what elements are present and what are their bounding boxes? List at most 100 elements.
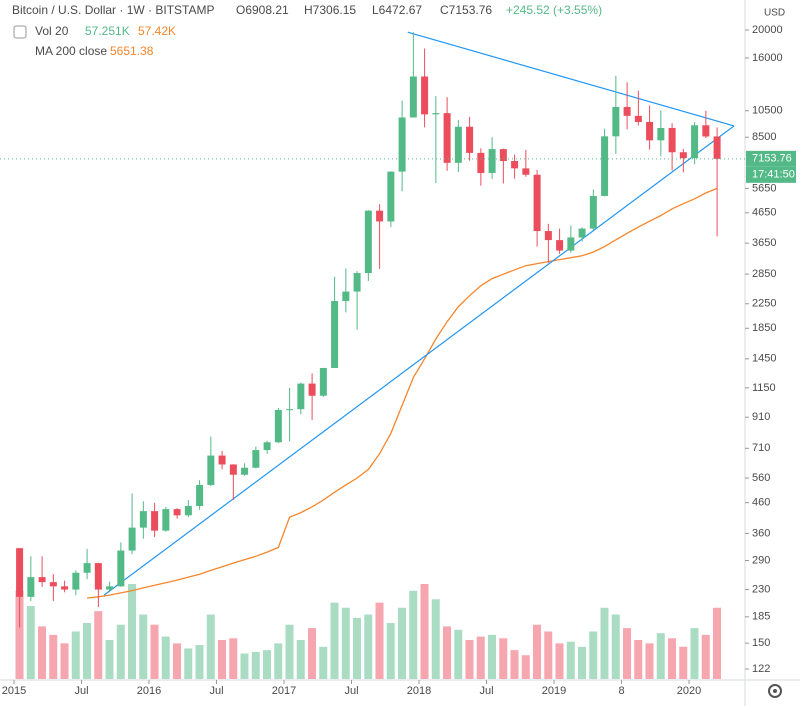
trendline (103, 125, 735, 596)
candle-body (376, 210, 384, 222)
candle-body (466, 126, 474, 153)
volume-bar (488, 634, 496, 679)
currency-label: USD (764, 8, 785, 19)
volume-bar (139, 614, 148, 679)
candle-body (274, 409, 282, 443)
y-tick-label: 2850 (752, 268, 776, 280)
candle-body (533, 174, 541, 232)
y-tick-label: 10500 (752, 105, 783, 117)
candle-body (488, 149, 496, 173)
volume-bar (330, 602, 339, 679)
candle-body (646, 121, 654, 141)
volume-value: 57.251K (85, 24, 130, 38)
volume-bar (71, 631, 80, 679)
collapse-button[interactable] (13, 25, 27, 39)
candle-body (398, 117, 406, 172)
candle-body (691, 125, 699, 159)
volume-bar (240, 653, 249, 679)
last-price-box (746, 150, 796, 167)
volume-bar (173, 643, 181, 679)
volume-bar (386, 623, 395, 679)
high-label: H7306.15 (304, 3, 356, 17)
x-tick-label: Jul (209, 685, 223, 697)
x-tick-label: 2019 (542, 685, 566, 697)
y-tick-label: 1850 (752, 322, 776, 334)
volume-bar (713, 607, 721, 679)
volume-bar (296, 639, 305, 679)
y-tick-label: 5650 (752, 182, 776, 194)
y-tick-label: 1150 (752, 382, 776, 394)
volume-bar (83, 623, 91, 679)
volume-bar (398, 607, 406, 679)
last-price-label: 7153.76 (752, 153, 792, 165)
volume-bar (634, 639, 643, 679)
candle-body (207, 455, 215, 485)
volume-bar (521, 655, 530, 679)
y-tick-label: 230 (752, 583, 770, 595)
candle-body (184, 506, 192, 516)
candle-body (522, 168, 530, 175)
volume-bar (431, 599, 440, 679)
candle-body (713, 136, 721, 159)
volume-bar (94, 611, 103, 679)
volume-bar (679, 646, 688, 679)
y-tick-label: 290 (752, 554, 770, 566)
volume-bar (420, 584, 429, 679)
volume-bar (353, 617, 361, 679)
x-tick-label: 8 (618, 685, 624, 697)
candle-body (49, 582, 57, 587)
candle-body (421, 76, 429, 115)
candle-body (263, 442, 271, 451)
y-tick-label: 560 (752, 472, 770, 484)
countdown-box (746, 166, 796, 183)
volume-bar (544, 631, 553, 679)
candle-body (342, 291, 350, 302)
x-tick-label: 2017 (272, 685, 296, 697)
candle-body (38, 577, 46, 583)
candle-body (229, 464, 237, 475)
candle-body (286, 409, 294, 411)
volume-bar (375, 602, 384, 679)
volume-bar (611, 614, 620, 679)
candle-body (106, 586, 114, 590)
y-tick-label: 460 (752, 497, 770, 509)
volume-bar (465, 639, 474, 679)
y-tick-label: 16000 (752, 52, 783, 64)
y-tick-label: 185 (752, 611, 770, 623)
candle-body (117, 550, 125, 587)
candle-body (556, 240, 564, 251)
candle-body (16, 548, 24, 597)
volume-bar (600, 607, 609, 679)
settings-icon[interactable] (768, 684, 782, 698)
x-tick-label: 2015 (2, 685, 26, 697)
y-tick-label: 122 (752, 663, 770, 675)
volume-bar (341, 607, 350, 679)
volume-bar (409, 590, 418, 679)
gear[interactable] (768, 684, 782, 698)
gear-center[interactable] (773, 689, 777, 693)
volume-bar (668, 638, 676, 679)
candle-body (27, 577, 35, 597)
candle-body (151, 511, 159, 531)
volume-bar (656, 633, 665, 679)
open-label: O6908.21 (236, 3, 289, 17)
x-tick-label: 2020 (677, 685, 701, 697)
volume-bar (701, 634, 710, 679)
volume-bar (206, 614, 215, 679)
x-tick-label: 2016 (137, 685, 161, 697)
y-tick-label: 150 (752, 637, 770, 649)
candle-body (139, 511, 147, 528)
candle-body (567, 237, 575, 251)
volume-bar (229, 638, 238, 679)
volume-bar (274, 643, 283, 679)
volume-bar (285, 624, 294, 679)
candle-body (128, 527, 136, 551)
candle-body (612, 106, 620, 137)
x-tick-label: Jul (344, 685, 358, 697)
candle-body (94, 563, 102, 590)
candle-body (387, 171, 395, 222)
volume-bar (476, 636, 485, 679)
candle-body (601, 136, 609, 196)
y-tick-label: 710 (752, 442, 770, 454)
